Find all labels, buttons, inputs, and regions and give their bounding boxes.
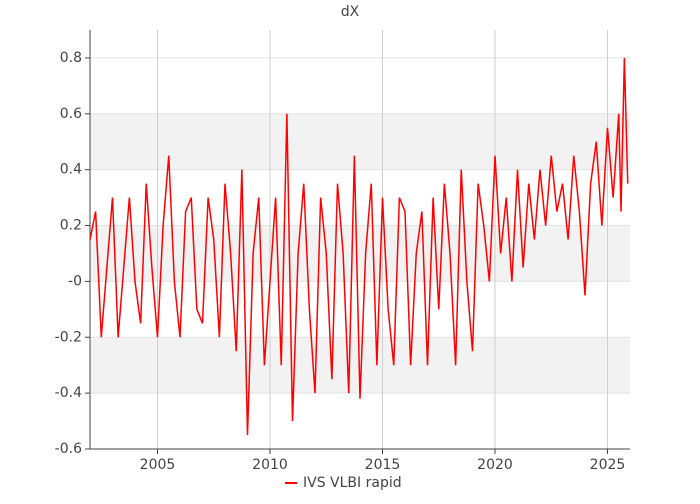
y-tick-label: -0.6 (55, 441, 82, 457)
chart-title: dX (341, 4, 360, 20)
x-tick-label: 2020 (477, 457, 513, 473)
y-tick-label: 0.4 (60, 162, 82, 178)
x-tick-label: 2010 (252, 457, 288, 473)
y-tick-label: -0.4 (55, 385, 82, 401)
y-tick-label: -0 (68, 273, 82, 289)
y-tick-label: 0.8 (60, 50, 82, 66)
x-tick-label: 2005 (140, 457, 176, 473)
y-tick-label: -0.2 (55, 329, 82, 345)
data-line (89, 57, 629, 436)
y-tick-label: 0.6 (60, 106, 82, 122)
grid-band (90, 225, 630, 282)
grid-band (90, 113, 630, 170)
x-tick-label: 2025 (590, 457, 626, 473)
y-tick-label: 0.2 (60, 218, 82, 234)
x-tick-label: 2015 (365, 457, 401, 473)
legend-label[interactable]: IVS VLBI rapid (303, 475, 402, 491)
